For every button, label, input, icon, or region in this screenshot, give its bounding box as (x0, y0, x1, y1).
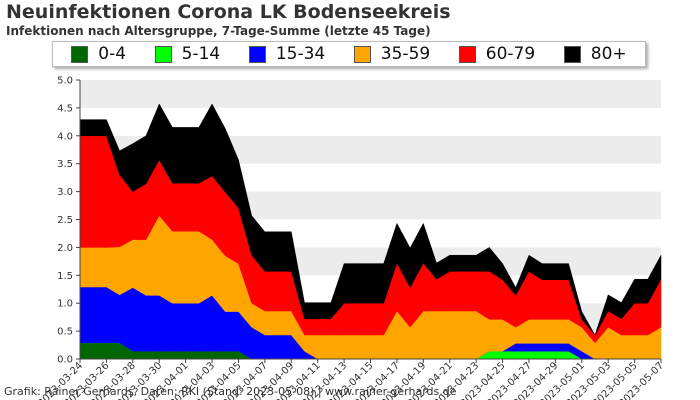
y-tick-label: 5.0 (57, 76, 73, 87)
y-tick-label: 4.0 (57, 131, 73, 142)
legend-swatch (353, 45, 371, 63)
y-tick-label: 4.5 (57, 103, 73, 114)
legend-item-0-4: 0-4 (71, 44, 126, 64)
legend-label: 60-79 (485, 44, 536, 64)
chart-legend: 0-4 5-14 15-34 35-59 60-79 80+ (52, 41, 646, 67)
legend-item-60-79: 60-79 (458, 44, 536, 64)
y-tick-label: 0.5 (57, 327, 73, 338)
legend-label: 0-4 (98, 44, 127, 64)
legend-swatch (71, 45, 89, 63)
legend-swatch (154, 45, 172, 63)
y-tick-label: 0.0 (57, 355, 73, 366)
y-tick-label: 2.5 (57, 215, 73, 226)
legend-label: 35-59 (380, 44, 431, 64)
legend-label: 80+ (590, 44, 627, 64)
legend-swatch (248, 45, 266, 63)
legend-label: 15-34 (275, 44, 326, 64)
source-footer: Grafik: Rainer Gerhards, Daten: RKI (Sta… (4, 385, 457, 398)
y-tick-label: 3.0 (57, 187, 73, 198)
legend-label: 5-14 (181, 44, 221, 64)
legend-item-5-14: 5-14 (154, 44, 221, 64)
y-tick-label: 3.5 (57, 159, 73, 170)
chart-subtitle: Infektionen nach Altersgruppe, 7-Tage-Su… (6, 24, 431, 38)
area-series (79, 103, 662, 360)
grid-band (80, 80, 661, 108)
y-tick-label: 2.0 (57, 243, 73, 254)
legend-swatch (458, 45, 476, 63)
legend-item-15-34: 15-34 (248, 44, 326, 64)
legend-item-35-59: 35-59 (353, 44, 431, 64)
series-area-80+ (79, 103, 662, 336)
legend-item-80+: 80+ (563, 44, 627, 64)
legend-swatch (563, 45, 581, 63)
y-tick-label: 1.5 (57, 271, 73, 282)
y-tick-label: 1.0 (57, 299, 73, 310)
chart-title: Neuinfektionen Corona LK Bodenseekreis (6, 1, 451, 23)
